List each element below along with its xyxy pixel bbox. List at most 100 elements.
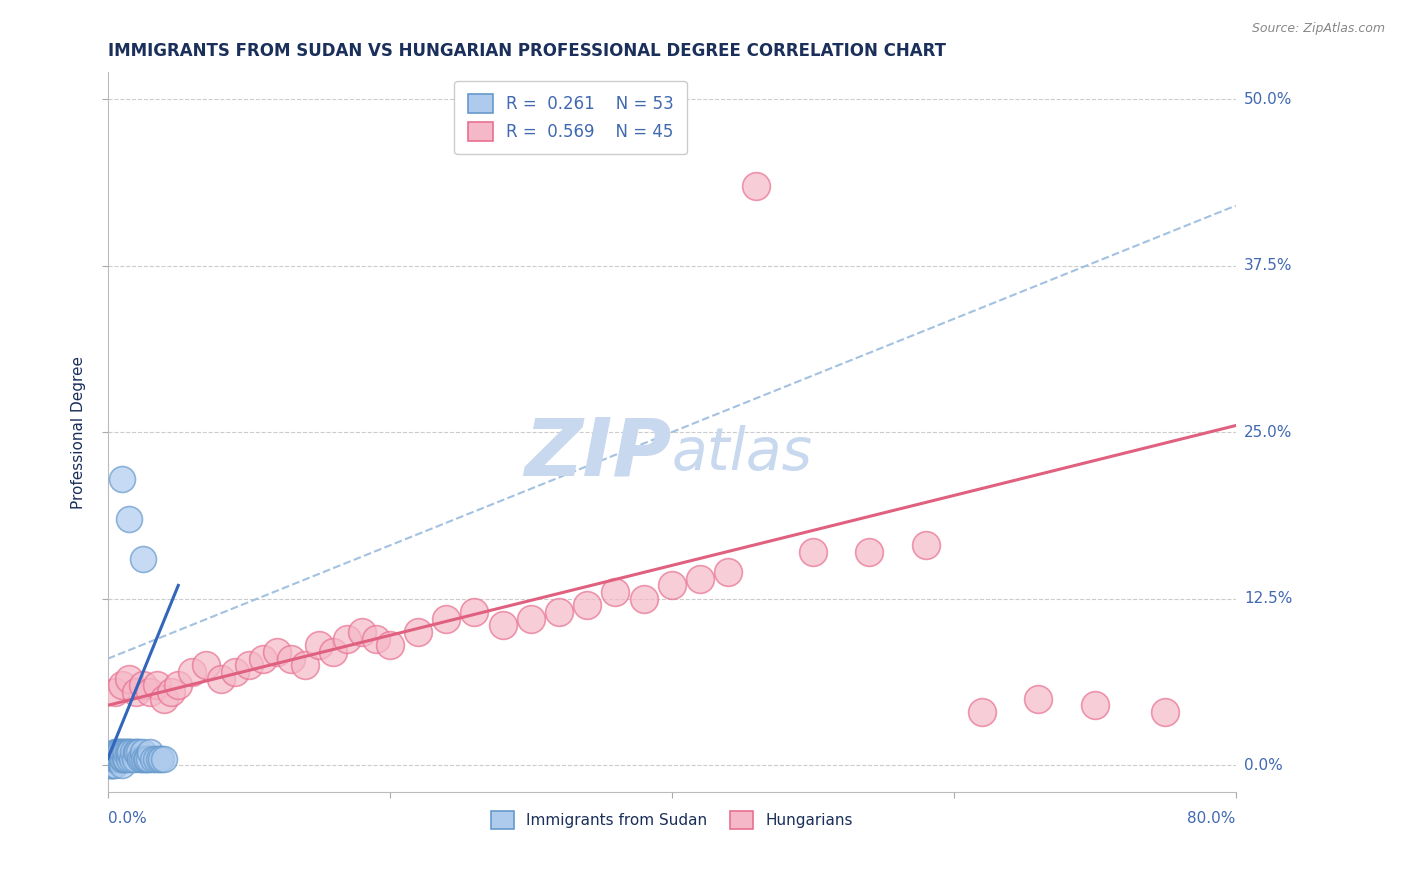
Point <box>548 605 571 619</box>
Point <box>111 758 134 772</box>
Point <box>970 705 993 719</box>
Point <box>308 639 330 653</box>
Point <box>145 752 167 766</box>
Point <box>115 745 138 759</box>
Point <box>181 665 204 679</box>
Point <box>98 758 121 772</box>
Point <box>107 752 129 766</box>
Text: 37.5%: 37.5% <box>1244 258 1292 273</box>
Point <box>146 678 169 692</box>
Point <box>322 645 344 659</box>
Text: IMMIGRANTS FROM SUDAN VS HUNGARIAN PROFESSIONAL DEGREE CORRELATION CHART: IMMIGRANTS FROM SUDAN VS HUNGARIAN PROFE… <box>108 42 946 60</box>
Point <box>111 472 134 486</box>
Point <box>463 605 485 619</box>
Point <box>134 752 156 766</box>
Point <box>136 752 159 766</box>
Point <box>801 545 824 559</box>
Text: 50.0%: 50.0% <box>1244 92 1292 106</box>
Point <box>112 752 135 766</box>
Point <box>111 678 134 692</box>
Point <box>491 618 513 632</box>
Point <box>1154 705 1177 719</box>
Point <box>132 678 155 692</box>
Point <box>125 685 148 699</box>
Point <box>745 178 768 193</box>
Point <box>100 758 122 772</box>
Point <box>378 639 401 653</box>
Point <box>209 672 232 686</box>
Point <box>195 658 218 673</box>
Point <box>661 578 683 592</box>
Point <box>104 758 127 772</box>
Point <box>150 752 173 766</box>
Point <box>224 665 246 679</box>
Text: 25.0%: 25.0% <box>1244 425 1292 440</box>
Point <box>115 752 138 766</box>
Point <box>336 632 359 646</box>
Text: 12.5%: 12.5% <box>1244 591 1292 607</box>
Point <box>252 651 274 665</box>
Point <box>110 752 132 766</box>
Text: 0.0%: 0.0% <box>108 811 146 825</box>
Text: atlas: atlas <box>672 425 813 483</box>
Point <box>112 745 135 759</box>
Point <box>139 745 162 759</box>
Point <box>120 745 142 759</box>
Point <box>104 745 127 759</box>
Point <box>153 752 176 766</box>
Point <box>132 551 155 566</box>
Point <box>121 752 143 766</box>
Point <box>434 612 457 626</box>
Point <box>406 625 429 640</box>
Point <box>132 745 155 759</box>
Point <box>104 752 127 766</box>
Point <box>142 752 165 766</box>
Point <box>105 745 128 759</box>
Point <box>294 658 316 673</box>
Point <box>101 758 124 772</box>
Text: ZIP: ZIP <box>524 415 672 492</box>
Point <box>108 745 131 759</box>
Point <box>111 752 134 766</box>
Point <box>114 752 136 766</box>
Point <box>717 565 740 579</box>
Point <box>519 612 541 626</box>
Text: 0.0%: 0.0% <box>1244 758 1282 772</box>
Point <box>633 591 655 606</box>
Point <box>104 685 127 699</box>
Point <box>114 745 136 759</box>
Point <box>128 745 150 759</box>
Point <box>110 745 132 759</box>
Point <box>138 752 160 766</box>
Point <box>364 632 387 646</box>
Point <box>107 745 129 759</box>
Point <box>101 752 124 766</box>
Point <box>111 745 134 759</box>
Point <box>280 651 302 665</box>
Point <box>858 545 880 559</box>
Point <box>576 599 599 613</box>
Point <box>160 685 183 699</box>
Point <box>108 752 131 766</box>
Point <box>1028 691 1050 706</box>
Point <box>266 645 288 659</box>
Point <box>127 745 149 759</box>
Point <box>118 752 141 766</box>
Point <box>135 752 157 766</box>
Point <box>125 745 148 759</box>
Point <box>122 745 145 759</box>
Y-axis label: Professional Degree: Professional Degree <box>72 356 86 508</box>
Point <box>118 672 141 686</box>
Point <box>914 538 936 552</box>
Point <box>131 752 153 766</box>
Legend: Immigrants from Sudan, Hungarians: Immigrants from Sudan, Hungarians <box>485 805 859 835</box>
Point <box>350 625 373 640</box>
Point <box>103 752 125 766</box>
Point <box>100 752 122 766</box>
Point <box>139 685 162 699</box>
Point <box>124 752 146 766</box>
Point <box>605 585 627 599</box>
Point <box>117 745 139 759</box>
Text: Source: ZipAtlas.com: Source: ZipAtlas.com <box>1251 22 1385 36</box>
Point <box>103 758 125 772</box>
